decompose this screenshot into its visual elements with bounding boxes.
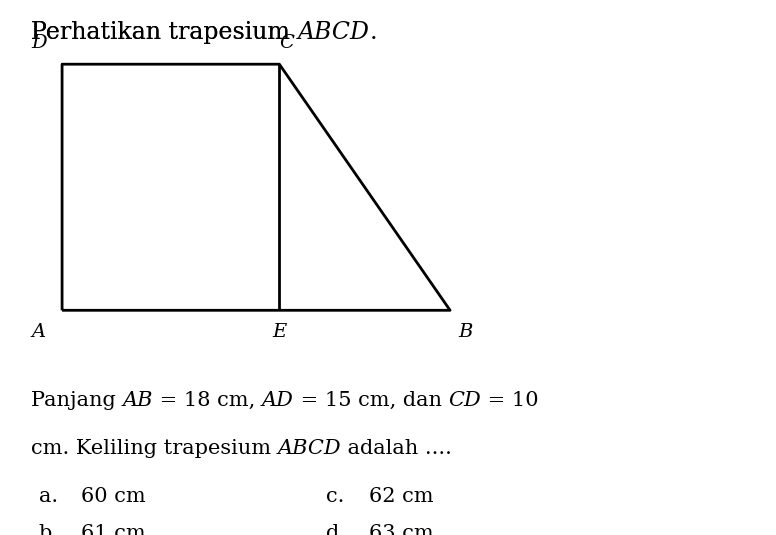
Text: b.: b. [39, 524, 59, 535]
Text: C: C [279, 34, 295, 52]
Text: Perhatikan trapesium: Perhatikan trapesium [31, 21, 297, 44]
Text: = 10: = 10 [481, 391, 539, 410]
Text: Panjang: Panjang [31, 391, 123, 410]
Text: c.: c. [326, 487, 345, 506]
Text: A: A [32, 323, 46, 341]
Text: adalah ....: adalah .... [341, 439, 452, 458]
Text: D: D [31, 34, 47, 52]
Text: ABCD: ABCD [297, 21, 369, 44]
Text: d.: d. [326, 524, 346, 535]
Text: AD: AD [262, 391, 293, 410]
Text: CD: CD [449, 391, 481, 410]
Text: 62 cm: 62 cm [369, 487, 433, 506]
Text: B: B [459, 323, 473, 341]
Text: .: . [369, 21, 377, 44]
Text: AB: AB [123, 391, 153, 410]
Text: cm. Keliling trapesium: cm. Keliling trapesium [31, 439, 278, 458]
Text: = 15 cm, dan: = 15 cm, dan [293, 391, 449, 410]
Text: ABCD: ABCD [278, 439, 341, 458]
Text: a.: a. [39, 487, 58, 506]
Text: = 18 cm,: = 18 cm, [153, 391, 262, 410]
Text: 61 cm: 61 cm [81, 524, 146, 535]
Text: 60 cm: 60 cm [81, 487, 146, 506]
Text: E: E [272, 323, 286, 341]
Text: 63 cm: 63 cm [369, 524, 433, 535]
Text: Perhatikan trapesium: Perhatikan trapesium [31, 21, 297, 44]
